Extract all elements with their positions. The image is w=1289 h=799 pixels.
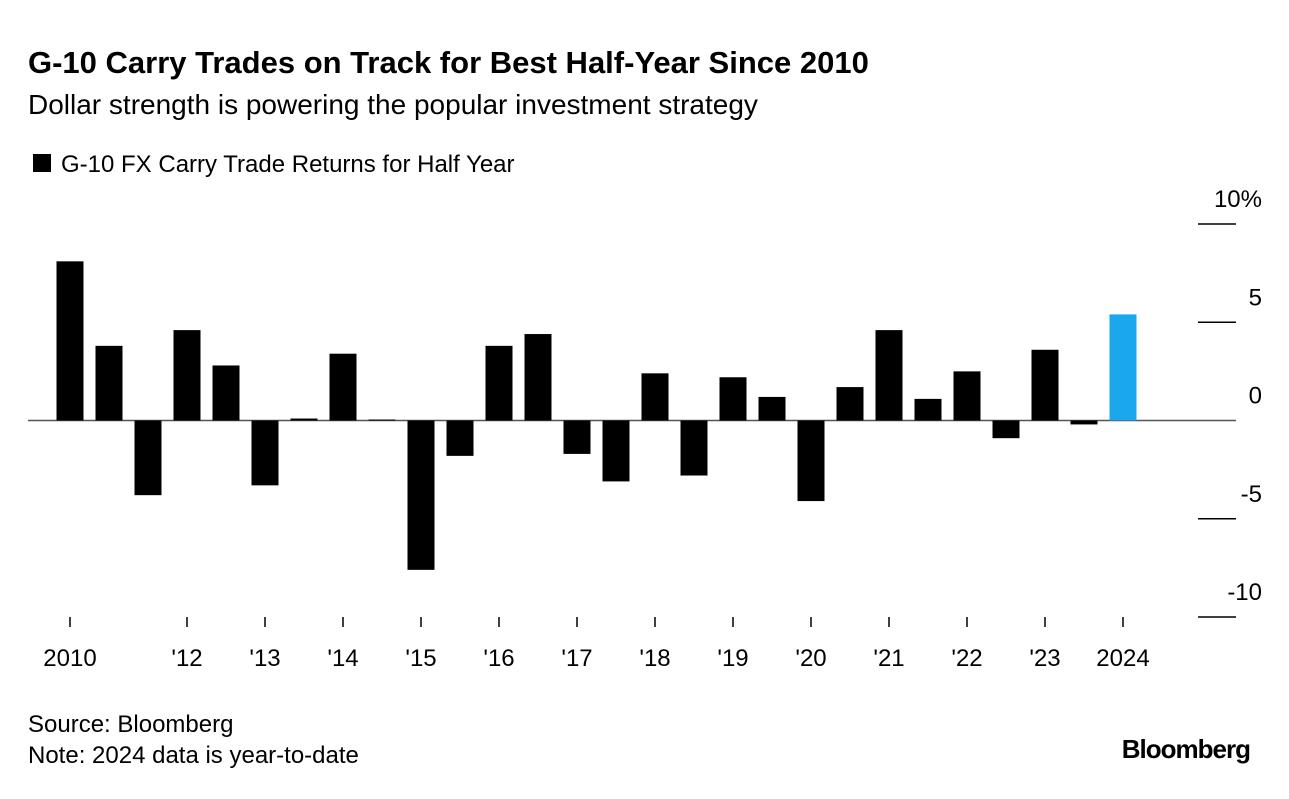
- bar: [368, 419, 396, 421]
- x-tick-label: '20: [795, 645, 826, 672]
- x-tick-label: 2010: [43, 645, 96, 672]
- bar: [797, 420, 825, 502]
- bar: [719, 377, 747, 421]
- bar: [875, 330, 903, 421]
- bar: [95, 345, 123, 421]
- bar: [212, 365, 240, 421]
- bar: [329, 353, 357, 421]
- chart-subtitle: Dollar strength is powering the popular …: [28, 89, 758, 120]
- bar: [953, 371, 981, 421]
- bar: [914, 398, 942, 421]
- x-tick-label: 2024: [1096, 645, 1149, 672]
- bar: [992, 420, 1020, 439]
- bar: [1031, 349, 1059, 421]
- y-tick-label: 0: [1249, 383, 1262, 410]
- x-tick-label: '23: [1029, 645, 1060, 672]
- x-tick-label: '19: [717, 645, 748, 672]
- bar: [56, 261, 84, 421]
- bar: [446, 420, 474, 456]
- x-tick-label: '12: [171, 645, 202, 672]
- legend-swatch: [33, 154, 51, 172]
- y-tick-label: 5: [1249, 284, 1262, 311]
- bar: [1109, 314, 1137, 421]
- bar: [758, 396, 786, 421]
- chart-title: G-10 Carry Trades on Track for Best Half…: [28, 45, 869, 80]
- source: Source: Bloomberg: [28, 711, 233, 738]
- bar: [173, 330, 201, 421]
- y-tick-label: 10%: [1214, 186, 1262, 213]
- bar: [407, 420, 435, 570]
- y-tick-label: -5: [1241, 481, 1262, 508]
- x-tick-label: '17: [561, 645, 592, 672]
- bar: [641, 373, 669, 421]
- x-tick-label: '22: [951, 645, 982, 672]
- x-tick-label: '18: [639, 645, 670, 672]
- x-tick-label: '14: [327, 645, 358, 672]
- x-tick-label: '13: [249, 645, 280, 672]
- bar: [836, 387, 864, 421]
- bar: [563, 420, 591, 454]
- brand: Bloomberg: [1122, 734, 1250, 764]
- legend-label: G-10 FX Carry Trade Returns for Half Yea…: [61, 151, 515, 178]
- x-tick-label: '16: [483, 645, 514, 672]
- bar: [680, 420, 708, 476]
- bar: [602, 420, 630, 482]
- x-tick-label: '15: [405, 645, 436, 672]
- bar: [485, 345, 513, 421]
- bar: [134, 420, 162, 496]
- note: Note: 2024 data is year-to-date: [28, 742, 359, 769]
- bar: [290, 418, 318, 421]
- bar: [524, 334, 552, 421]
- bar: [1070, 420, 1098, 425]
- bar: [251, 420, 279, 486]
- x-tick-label: '21: [873, 645, 904, 672]
- y-tick-label: -10: [1227, 579, 1262, 606]
